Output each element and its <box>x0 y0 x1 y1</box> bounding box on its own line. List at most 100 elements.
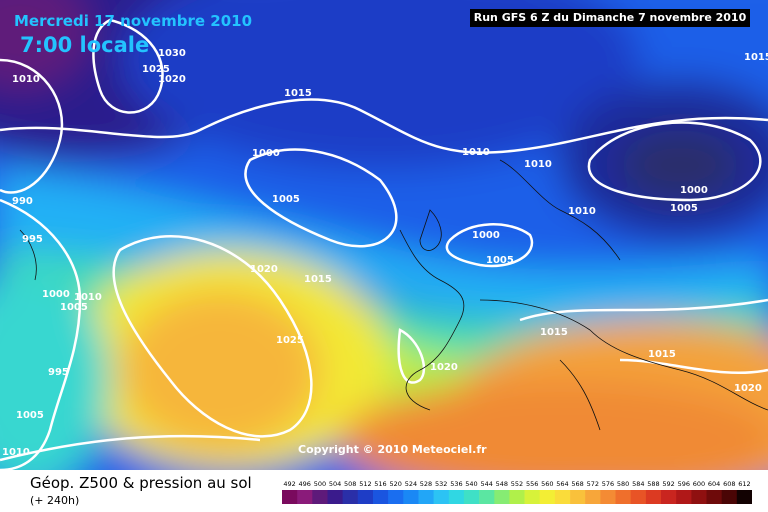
isobar-label: 1020 <box>430 362 458 373</box>
footer-subtitle: (+ 240h) <box>30 494 80 507</box>
scale-label: 600 <box>693 480 705 488</box>
scale-label: 496 <box>298 480 310 488</box>
scale-label: 552 <box>511 480 523 488</box>
scale-label: 492 <box>283 480 295 488</box>
scale-label: 516 <box>374 480 386 488</box>
scale-label: 592 <box>662 480 674 488</box>
scale-label: 576 <box>602 480 614 488</box>
isobar-label: 1005 <box>272 194 300 205</box>
isobar-label: 1000 <box>680 185 708 196</box>
scale-label: 568 <box>571 480 583 488</box>
isobar-label: 1005 <box>670 203 698 214</box>
scale-label: 540 <box>465 480 477 488</box>
copyright-text: Copyright © 2010 Meteociel.fr <box>298 443 487 456</box>
isobar-label: 1020 <box>734 383 762 394</box>
scale-label: 584 <box>632 480 644 488</box>
scale-label: 512 <box>359 480 371 488</box>
scale-swatch <box>706 490 722 504</box>
scale-swatch <box>524 490 541 504</box>
scale-swatch <box>357 490 374 504</box>
isobar-label: 1015 <box>744 52 768 63</box>
isobar-label: 1010 <box>12 74 40 85</box>
scale-label: 564 <box>556 480 568 488</box>
scale-label: 596 <box>678 480 690 488</box>
weather-map: 1030 1025 1020 1010 1015 1000 1005 990 9… <box>0 0 768 470</box>
geopotential-field <box>0 0 768 470</box>
scale-label: 572 <box>587 480 599 488</box>
scale-swatch <box>433 490 450 504</box>
isobar-lines <box>0 18 768 470</box>
scale-label: 524 <box>405 480 417 488</box>
scale-swatch <box>448 490 465 504</box>
isobar-label: 1005 <box>16 410 44 421</box>
scale-label: 504 <box>329 480 341 488</box>
scale-swatch <box>585 490 601 504</box>
scale-swatch <box>721 490 738 504</box>
isobar-label: 1015 <box>304 274 332 285</box>
scale-swatch <box>676 490 692 504</box>
isobar-labels: 1030 1025 1020 1010 1015 1000 1005 990 9… <box>2 48 768 458</box>
scale-label: 536 <box>450 480 462 488</box>
isobar-label: 1010 <box>2 447 30 458</box>
model-run-banner: Run GFS 6 Z du Dimanche 7 novembre 2010 <box>470 9 750 27</box>
scale-label: 612 <box>738 480 750 488</box>
scale-label: 508 <box>344 480 356 488</box>
isobar-label: 1025 <box>276 335 304 346</box>
isobar-label: 1005 <box>60 302 88 313</box>
scale-label: 528 <box>420 480 432 488</box>
scale-swatch <box>479 490 495 504</box>
isobar-label: 1010 <box>524 159 552 170</box>
isobar-label: 1010 <box>568 206 596 217</box>
scale-swatch <box>570 490 586 504</box>
isobar-label: 1010 <box>462 147 490 158</box>
scale-label: 548 <box>496 480 508 488</box>
scale-swatch <box>342 490 359 504</box>
scale-swatch <box>282 490 298 504</box>
scale-label: 500 <box>314 480 326 488</box>
scale-label: 580 <box>617 480 629 488</box>
isobar-label: 1000 <box>42 289 70 300</box>
scale-swatch <box>661 490 677 504</box>
isobar-label: 1015 <box>284 88 312 99</box>
scale-swatch <box>554 490 571 504</box>
scale-label: 604 <box>708 480 720 488</box>
isobar-label: 1000 <box>252 148 280 159</box>
scale-label: 556 <box>526 480 538 488</box>
scale-swatch <box>403 490 419 504</box>
isobar-label: 990 <box>12 196 33 207</box>
scale-label: 588 <box>647 480 659 488</box>
scale-label: 608 <box>723 480 735 488</box>
scale-swatch <box>509 490 525 504</box>
scale-swatch <box>463 490 480 504</box>
scale-swatch <box>691 490 707 504</box>
scale-swatch <box>327 490 343 504</box>
isobar-label: 1025 <box>142 64 170 75</box>
coastlines <box>19 159 768 431</box>
scale-label: 520 <box>389 480 401 488</box>
scale-label: 560 <box>541 480 553 488</box>
isobar-label: 1015 <box>540 327 568 338</box>
isobar-label: 1020 <box>250 264 278 275</box>
scale-swatch <box>615 490 631 504</box>
scale-label: 544 <box>480 480 492 488</box>
scale-swatch <box>312 490 328 504</box>
scale-swatch <box>539 490 556 504</box>
forecast-date: Mercredi 17 novembre 2010 <box>14 12 253 30</box>
scale-swatch <box>418 490 434 504</box>
scale-swatch <box>645 490 662 504</box>
scale-swatch <box>297 490 313 504</box>
isobar-label: 995 <box>22 234 43 245</box>
isobar-label: 995 <box>48 367 69 378</box>
scale-swatch <box>494 490 510 504</box>
isobar-label: 1030 <box>158 48 186 59</box>
isobar-label: 1000 <box>472 230 500 241</box>
isobar-label: 1020 <box>158 74 186 85</box>
color-scale-legend: 492 496 500 504 508 512 516 520 524 528 532 536 540 5… <box>282 480 752 504</box>
isobar-label: 1010 <box>74 292 102 303</box>
scale-label: 532 <box>435 480 447 488</box>
footer-title: Géop. Z500 & pression au sol <box>30 474 252 492</box>
scale-swatch <box>736 490 752 504</box>
scale-swatch <box>373 490 389 504</box>
isobar-label: 1015 <box>648 349 676 360</box>
forecast-hour: 7:00 locale <box>20 33 150 57</box>
